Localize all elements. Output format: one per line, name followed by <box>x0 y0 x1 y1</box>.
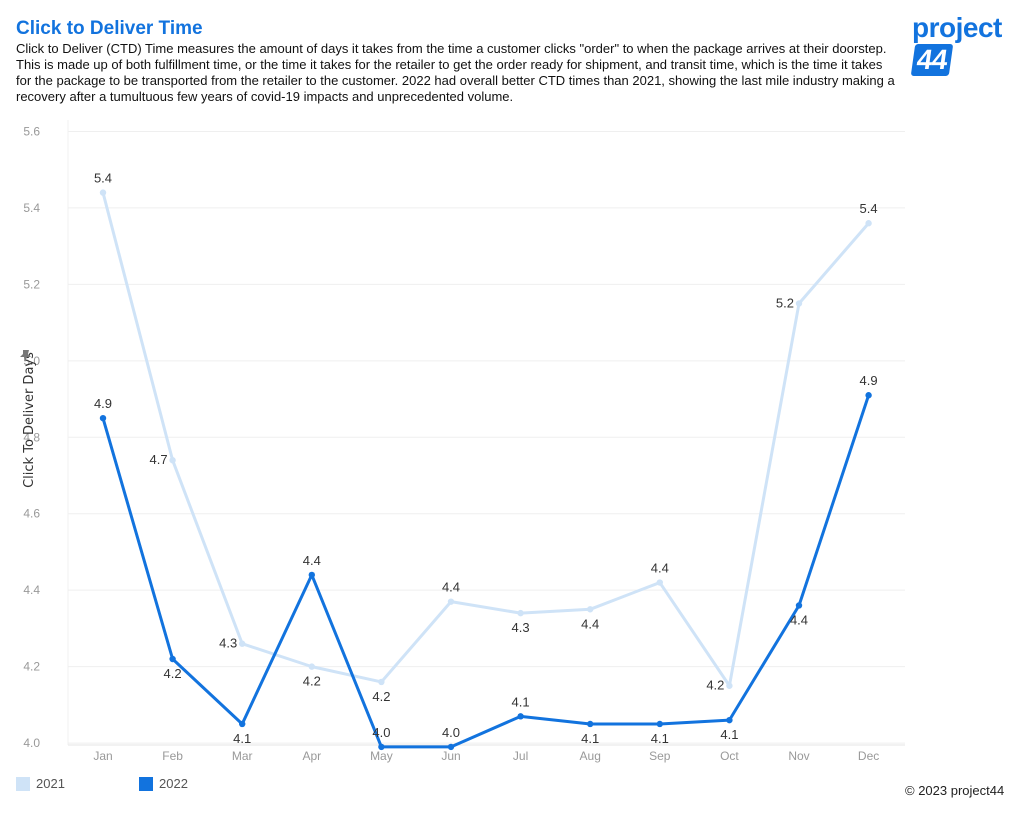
x-tick-label: Feb <box>162 749 183 763</box>
data-point <box>517 713 524 720</box>
data-point <box>239 640 246 647</box>
data-label: 5.4 <box>860 201 878 216</box>
series-line-2021 <box>101 191 871 688</box>
legend-swatch-2021 <box>16 776 30 791</box>
data-point <box>99 414 107 422</box>
x-tick-label: Aug <box>580 749 601 763</box>
data-label: 4.1 <box>651 731 669 746</box>
data-point <box>795 602 803 609</box>
legend-label-2022: 2022 <box>159 776 188 791</box>
legend-label-2021: 2021 <box>36 776 65 791</box>
data-point <box>169 457 176 464</box>
data-label: 4.4 <box>651 561 669 576</box>
x-tick-label: May <box>370 749 393 763</box>
x-tick-label: Mar <box>232 749 253 763</box>
y-tick-label: 5.6 <box>23 124 40 138</box>
data-label: 4.2 <box>372 689 390 704</box>
x-tick-label: Nov <box>788 749 809 763</box>
data-label: 4.4 <box>581 616 599 631</box>
data-point <box>378 743 385 751</box>
data-label: 4.1 <box>581 731 599 746</box>
data-point <box>726 682 733 689</box>
data-point <box>656 579 663 586</box>
y-tick-label: 5.2 <box>23 277 40 291</box>
data-label: 4.9 <box>94 396 112 411</box>
data-label: 4.2 <box>706 678 724 693</box>
x-tick-label: Jul <box>513 749 528 763</box>
y-axis-label: Click To Deliver Days <box>22 352 37 488</box>
data-point <box>169 655 176 663</box>
x-tick-label: Apr <box>302 749 321 763</box>
data-label: 4.0 <box>372 725 390 740</box>
data-label: 4.3 <box>512 620 530 635</box>
data-point <box>656 720 663 728</box>
y-tick-label: 4.8 <box>23 430 40 444</box>
data-point <box>99 189 107 196</box>
data-label: 4.1 <box>720 727 738 742</box>
x-tick-label: Sep <box>649 749 671 763</box>
data-label: 5.4 <box>94 171 112 186</box>
data-point <box>865 392 872 399</box>
data-point <box>447 743 455 751</box>
data-point <box>587 606 594 613</box>
copyright-text: © 2023 project44 <box>905 783 1005 798</box>
pin-icon <box>20 350 31 362</box>
data-label: 4.3 <box>219 636 237 651</box>
y-tick-label: 4.0 <box>23 736 40 750</box>
data-label: 4.1 <box>233 731 251 746</box>
x-tick-label: Jan <box>93 749 112 763</box>
data-label: 4.0 <box>442 725 460 740</box>
data-point <box>517 609 524 617</box>
data-point <box>795 300 803 307</box>
data-label: 5.2 <box>776 295 794 310</box>
y-tick-label: 4.6 <box>23 507 40 521</box>
x-tick-label: Jun <box>441 749 460 763</box>
project44-logo[interactable]: project44 <box>910 12 1024 76</box>
chart-description: Click to Deliver (CTD) Time measures the… <box>16 41 895 104</box>
x-tick-label: Oct <box>720 749 739 763</box>
data-label: 4.1 <box>512 694 530 709</box>
data-label: 4.4 <box>790 612 808 627</box>
series-line-2022 <box>101 393 871 749</box>
data-point <box>587 720 594 728</box>
data-label: 4.7 <box>150 452 168 467</box>
legend-item-2021[interactable]: 2021 <box>16 776 65 791</box>
data-label: 4.4 <box>303 553 321 568</box>
data-point <box>726 716 733 724</box>
data-label: 4.9 <box>860 373 878 388</box>
y-tick-label: 5.4 <box>23 201 40 215</box>
logo-text: project <box>912 12 1002 43</box>
y-tick-label: 4.2 <box>23 660 40 674</box>
x-tick-label: Dec <box>858 749 879 763</box>
data-point <box>308 571 315 579</box>
data-point <box>378 678 385 686</box>
legend-item-2022[interactable]: 2022 <box>139 776 188 791</box>
data-point <box>239 720 246 728</box>
data-point <box>308 663 315 670</box>
y-tick-label: 4.4 <box>23 583 40 597</box>
data-point <box>865 220 872 227</box>
data-label: 4.2 <box>303 674 321 689</box>
chart-title: Click to Deliver Time <box>16 18 203 39</box>
data-point <box>447 598 455 605</box>
data-label: 4.4 <box>442 580 460 595</box>
data-label: 4.2 <box>164 666 182 681</box>
legend-swatch-2022 <box>139 776 153 791</box>
y-tick-label: 5.0 <box>23 354 40 368</box>
